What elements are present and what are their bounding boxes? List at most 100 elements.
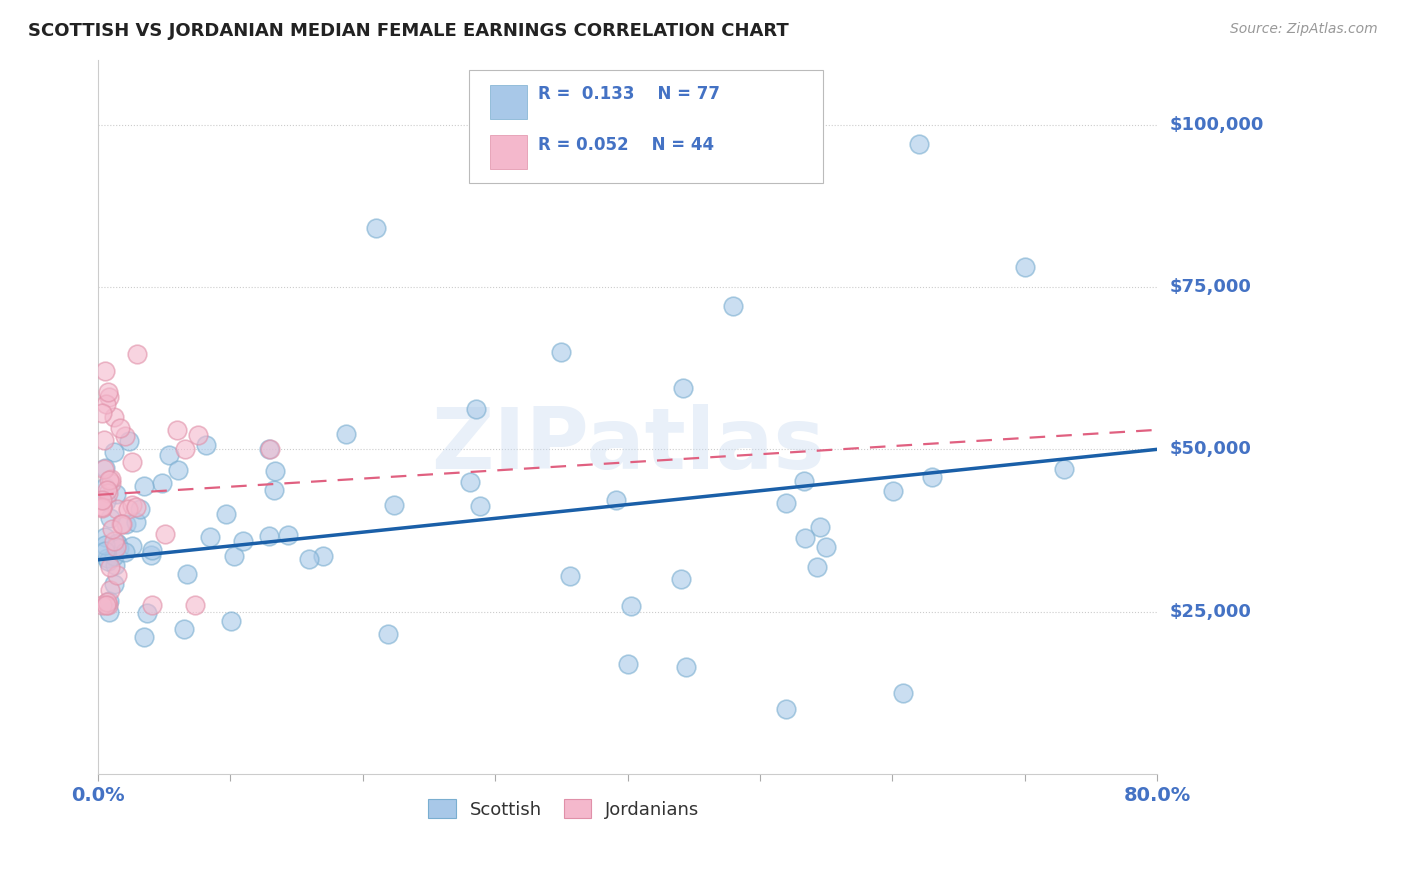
Point [121, 498, 143, 512]
Text: Source: ZipAtlas.com: Source: ZipAtlas.com [1230, 22, 1378, 37]
Point [277, 528, 299, 542]
Point [605, 493, 627, 508]
Point [550, 345, 572, 359]
Point [382, 499, 405, 513]
Point [815, 541, 838, 555]
Point [775, 496, 797, 510]
FancyBboxPatch shape [468, 70, 824, 183]
Point [775, 702, 797, 716]
Point [232, 534, 254, 549]
Point [125, 347, 148, 361]
Point [121, 455, 143, 469]
Point [215, 507, 238, 521]
Point [125, 500, 148, 515]
Point [723, 300, 745, 314]
Point [108, 421, 131, 435]
Point [141, 543, 163, 558]
Point [111, 516, 134, 531]
Point [264, 464, 287, 478]
Point [808, 519, 831, 533]
Point [91, 500, 114, 514]
Point [114, 429, 136, 443]
Point [675, 660, 697, 674]
Point [669, 572, 692, 586]
Point [458, 475, 481, 490]
Point [93, 538, 115, 552]
Point [125, 515, 148, 529]
Point [200, 530, 222, 544]
Point [103, 533, 125, 548]
Point [97, 599, 120, 613]
Point [103, 549, 125, 563]
Point [806, 560, 828, 574]
Text: R = 0.052    N = 44: R = 0.052 N = 44 [537, 136, 714, 153]
Point [103, 409, 125, 424]
Point [91, 599, 114, 613]
Point [93, 434, 115, 448]
Text: $25,000: $25,000 [1170, 603, 1251, 621]
Point [907, 136, 929, 151]
Point [465, 401, 488, 416]
Point [97, 390, 120, 404]
Point [139, 548, 162, 562]
Bar [489, 85, 527, 120]
Point [219, 614, 242, 628]
Point [377, 627, 399, 641]
Point [1053, 462, 1076, 476]
Point [793, 474, 815, 488]
Point [96, 595, 118, 609]
Point [558, 569, 581, 583]
Text: R =  0.133    N = 77: R = 0.133 N = 77 [537, 85, 720, 103]
Point [93, 480, 115, 494]
Point [93, 364, 115, 378]
Point [96, 397, 118, 411]
Point [96, 494, 118, 508]
Point [98, 511, 121, 525]
Legend: Scottish, Jordanians: Scottish, Jordanians [422, 792, 707, 826]
Point [104, 486, 127, 500]
Point [104, 540, 127, 554]
Point [100, 476, 122, 491]
Point [620, 599, 643, 613]
Point [259, 442, 281, 457]
Point [98, 473, 121, 487]
Point [105, 536, 128, 550]
Point [173, 442, 195, 456]
Point [98, 593, 121, 607]
Point [132, 630, 155, 644]
Point [100, 471, 122, 485]
Point [132, 479, 155, 493]
Point [187, 427, 209, 442]
Text: $100,000: $100,000 [1170, 116, 1264, 134]
Point [96, 483, 118, 497]
Point [117, 502, 139, 516]
Point [891, 685, 914, 699]
Point [93, 544, 115, 558]
Point [97, 554, 120, 568]
Point [184, 599, 207, 613]
Point [105, 537, 128, 551]
Point [91, 493, 114, 508]
Bar [489, 135, 527, 169]
Point [222, 549, 245, 563]
Point [98, 605, 121, 619]
Point [121, 539, 143, 553]
Point [91, 499, 114, 513]
Point [129, 502, 152, 516]
Point [115, 516, 138, 531]
Point [335, 427, 357, 442]
Point [135, 606, 157, 620]
Point [93, 461, 115, 475]
Point [93, 462, 115, 476]
Point [257, 529, 280, 543]
Point [195, 438, 218, 452]
Point [153, 527, 176, 541]
Point [91, 501, 114, 516]
Point [167, 463, 190, 477]
Point [110, 517, 132, 532]
Point [141, 599, 163, 613]
Point [882, 483, 904, 498]
Point [298, 551, 321, 566]
Point [105, 501, 128, 516]
Point [672, 381, 695, 395]
